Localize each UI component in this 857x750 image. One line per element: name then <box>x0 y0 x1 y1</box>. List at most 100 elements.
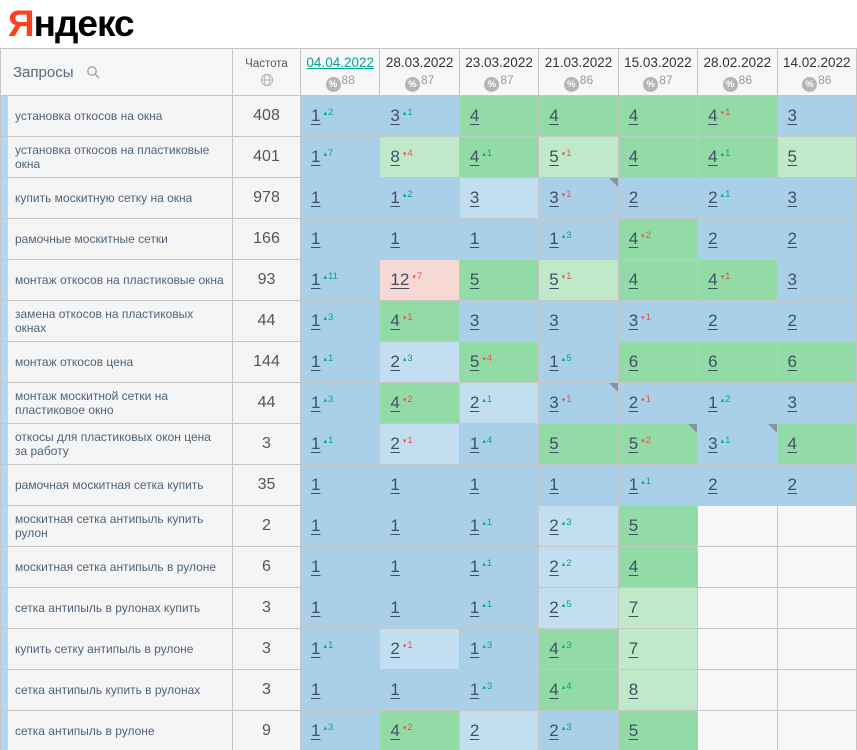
position-link[interactable]: 8 <box>390 147 400 166</box>
position-link[interactable]: 7 <box>628 639 639 658</box>
position-link[interactable]: 4 <box>469 106 480 125</box>
position-link[interactable]: 3 <box>469 311 480 330</box>
position-link[interactable]: 1 <box>311 229 321 248</box>
position-link[interactable]: 4 <box>628 147 639 166</box>
position-link[interactable]: 4 <box>549 106 559 125</box>
position-link[interactable]: 2 <box>549 598 559 617</box>
position-link[interactable]: 1 <box>311 639 321 658</box>
position-link[interactable]: 1 <box>311 106 321 125</box>
position-link[interactable]: 3 <box>787 270 797 289</box>
position-link[interactable]: 4 <box>469 147 480 166</box>
position-link[interactable]: 2 <box>787 229 797 248</box>
position-link[interactable]: 2 <box>390 434 400 453</box>
position-link[interactable]: 1 <box>708 393 718 412</box>
position-link[interactable]: 3 <box>549 393 559 412</box>
position-link[interactable]: 2 <box>628 188 639 207</box>
position-link[interactable]: 1 <box>311 557 321 576</box>
position-link[interactable]: 1 <box>311 680 321 699</box>
position-link[interactable]: 1 <box>311 434 321 453</box>
position-link[interactable]: 2 <box>708 188 718 207</box>
position-link[interactable]: 4 <box>549 639 559 658</box>
position-link[interactable]: 2 <box>390 639 400 658</box>
position-link[interactable]: 3 <box>628 311 639 330</box>
keyword-cell[interactable]: рамочная москитная сетка купить <box>0 464 233 506</box>
position-link[interactable]: 1 <box>311 721 321 740</box>
position-link[interactable]: 3 <box>390 106 400 125</box>
keyword-cell[interactable]: монтаж москитной сетки на пластиковое ок… <box>0 382 233 424</box>
position-link[interactable]: 1 <box>549 352 559 371</box>
position-link[interactable]: 4 <box>390 311 400 330</box>
position-link[interactable]: 1 <box>549 475 559 494</box>
position-link[interactable]: 4 <box>628 106 639 125</box>
date-link[interactable]: 21.03.2022 <box>544 55 613 70</box>
position-link[interactable]: 1 <box>469 434 480 453</box>
position-link[interactable]: 5 <box>549 147 559 166</box>
position-link[interactable]: 2 <box>469 393 480 412</box>
position-link[interactable]: 1 <box>311 393 321 412</box>
position-link[interactable]: 5 <box>787 147 797 166</box>
date-link[interactable]: 14.02.2022 <box>782 55 851 70</box>
position-link[interactable]: 1 <box>469 229 480 248</box>
position-link[interactable]: 4 <box>390 721 400 740</box>
position-link[interactable]: 1 <box>390 557 400 576</box>
position-link[interactable]: 8 <box>628 680 639 699</box>
position-link[interactable]: 1 <box>390 598 400 617</box>
position-link[interactable]: 1 <box>390 680 400 699</box>
position-link[interactable]: 1 <box>311 188 321 207</box>
keyword-cell[interactable]: купить сетку антипыль в рулоне <box>0 628 233 670</box>
position-link[interactable]: 1 <box>469 516 480 535</box>
position-link[interactable]: 3 <box>787 106 797 125</box>
keyword-cell[interactable]: москитная сетка антипыль купить рулон <box>0 505 233 547</box>
keyword-cell[interactable]: сетка антипыль в рулоне <box>0 710 233 750</box>
date-link[interactable]: 28.02.2022 <box>703 55 772 70</box>
position-link[interactable]: 1 <box>390 188 400 207</box>
keyword-cell[interactable]: замена откосов на пластиковых окнах <box>0 300 233 342</box>
position-link[interactable]: 6 <box>787 352 797 371</box>
position-link[interactable]: 4 <box>390 393 400 412</box>
globe-icon[interactable] <box>260 73 274 87</box>
position-link[interactable]: 1 <box>469 475 480 494</box>
position-link[interactable]: 4 <box>708 147 718 166</box>
position-link[interactable]: 2 <box>549 516 559 535</box>
date-link[interactable]: 15.03.2022 <box>624 55 692 70</box>
position-link[interactable]: 5 <box>549 434 559 453</box>
position-link[interactable]: 2 <box>390 352 400 371</box>
position-link[interactable]: 4 <box>708 270 718 289</box>
position-link[interactable]: 1 <box>390 516 400 535</box>
position-link[interactable]: 1 <box>390 229 400 248</box>
keyword-cell[interactable]: откосы для пластиковых окон цена за рабо… <box>0 423 233 465</box>
keyword-cell[interactable]: монтаж откосов цена <box>0 341 233 383</box>
search-icon[interactable] <box>86 65 100 79</box>
position-link[interactable]: 5 <box>469 352 480 371</box>
position-link[interactable]: 4 <box>628 557 639 576</box>
position-link[interactable]: 2 <box>469 721 480 740</box>
date-link[interactable]: 28.03.2022 <box>385 55 454 70</box>
position-link[interactable]: 3 <box>469 188 480 207</box>
yandex-logo[interactable]: Яндекс <box>8 3 135 44</box>
position-link[interactable]: 2 <box>708 229 718 248</box>
position-link[interactable]: 6 <box>708 352 718 371</box>
position-link[interactable]: 7 <box>628 598 639 617</box>
position-link[interactable]: 5 <box>628 721 639 740</box>
position-link[interactable]: 1 <box>549 229 559 248</box>
keyword-cell[interactable]: сетка антипыль купить в рулонах <box>0 669 233 711</box>
keyword-cell[interactable]: москитная сетка антипыль в рулоне <box>0 546 233 588</box>
position-link[interactable]: 4 <box>787 434 797 453</box>
position-link[interactable]: 2 <box>549 721 559 740</box>
position-link[interactable]: 12 <box>390 270 410 289</box>
position-link[interactable]: 4 <box>549 680 559 699</box>
position-link[interactable]: 1 <box>469 639 480 658</box>
keyword-cell[interactable]: купить москитную сетку на окна <box>0 177 233 219</box>
position-link[interactable]: 5 <box>628 516 639 535</box>
position-link[interactable]: 2 <box>708 475 718 494</box>
position-link[interactable]: 1 <box>311 147 321 166</box>
position-link[interactable]: 1 <box>311 598 321 617</box>
position-link[interactable]: 1 <box>311 270 321 289</box>
position-link[interactable]: 1 <box>311 311 321 330</box>
position-link[interactable]: 4 <box>708 106 718 125</box>
position-link[interactable]: 2 <box>628 393 639 412</box>
keyword-cell[interactable]: установка откосов на пластиковые окна <box>0 136 233 178</box>
keyword-cell[interactable]: сетка антипыль в рулонах купить <box>0 587 233 629</box>
position-link[interactable]: 1 <box>628 475 639 494</box>
date-link[interactable]: 23.03.2022 <box>465 55 533 70</box>
